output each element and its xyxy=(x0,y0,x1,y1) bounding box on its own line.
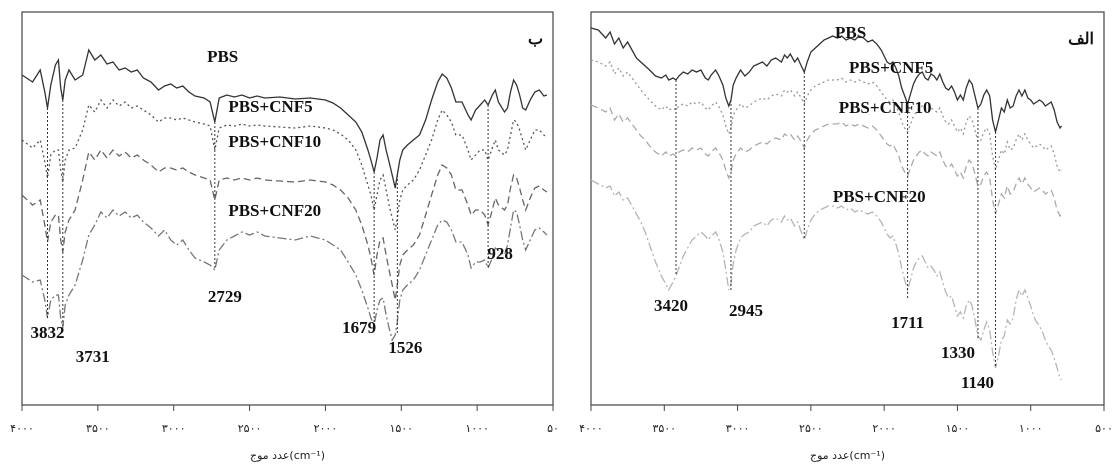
x-tick-label: ۴۰۰۰ xyxy=(10,422,34,435)
x-tick-label: ۳۵۰۰ xyxy=(652,422,676,435)
x-tick-label: ۴۰۰۰ xyxy=(579,422,603,435)
peak-label: 1679 xyxy=(342,318,376,337)
series-label: PBS xyxy=(835,23,866,42)
x-tick-label: ۱۰۰۰ xyxy=(1019,422,1043,435)
panel-2: ۴۰۰۰ ۳۵۰۰ ۳۰۰۰ ۲۵۰۰ ۲۰۰۰ ۱۵۰۰ ۱۰۰۰ ۵۰۰ عدد موج(c… xyxy=(579,11,1113,462)
x-tick-label: ۱۰۰۰ xyxy=(465,422,489,435)
panel-1: ۴۰۰۰ ۳۵۰۰ ۳۰۰۰ ۲۵۰۰ ۲۰۰۰ ۱۵۰۰ ۱۰۰۰ ۵۰ عدد موج(cm… xyxy=(10,11,559,462)
peak-label: 1711 xyxy=(891,313,924,332)
plot-frame xyxy=(590,11,1105,406)
series-label: PBS+CNF5 xyxy=(849,58,933,77)
series-label: PBS+CNF10 xyxy=(839,98,932,117)
x-tick-label: ۵۰۰ xyxy=(1095,422,1113,435)
x-tick-label: ۲۰۰۰ xyxy=(872,422,896,435)
series-line-4 xyxy=(590,179,1063,381)
panel-label: الف xyxy=(1068,31,1094,48)
peak-label: 3731 xyxy=(76,347,110,366)
plot-frame xyxy=(21,11,554,406)
series-line-3 xyxy=(21,148,548,301)
series-line-4 xyxy=(21,208,548,342)
series-label: PBS+CNF5 xyxy=(228,97,312,116)
peak-label: 3832 xyxy=(30,323,64,342)
x-tick-label: ۲۰۰۰ xyxy=(314,422,338,435)
peak-label: 3420 xyxy=(654,296,688,315)
peak-label: 2945 xyxy=(729,301,763,320)
series-line-1 xyxy=(590,27,1063,133)
x-axis-label: عدد موج(cm⁻¹) xyxy=(250,449,325,462)
peak-label: 1330 xyxy=(941,343,975,362)
x-tick-label: ۲۵۰۰ xyxy=(799,422,823,435)
series-label: PBS+CNF10 xyxy=(228,132,321,151)
series-line-2 xyxy=(590,59,1063,174)
series-line-3 xyxy=(590,104,1063,218)
peak-label: 928 xyxy=(487,244,513,263)
peak-label: 1526 xyxy=(388,338,422,357)
series-label: PBS+CNF20 xyxy=(833,187,926,206)
x-tick-label: ۳۰۰۰ xyxy=(726,422,750,435)
series-label: PBS+CNF20 xyxy=(228,201,321,220)
x-tick-label: ۲۵۰۰ xyxy=(238,422,262,435)
series-line-2 xyxy=(21,98,548,231)
series-label: PBS xyxy=(207,47,238,66)
x-tick-label: ۳۰۰۰ xyxy=(162,422,186,435)
series-line-1 xyxy=(21,48,548,189)
peak-label: 2729 xyxy=(208,287,242,306)
x-tick-label: ۱۵۰۰ xyxy=(389,422,413,435)
x-tick-label: ۵۰ xyxy=(547,422,559,435)
x-axis-label: عدد موج(cm⁻¹) xyxy=(810,449,885,462)
panel-label: ب xyxy=(528,31,543,48)
x-tick-label: ۱۵۰۰ xyxy=(946,422,970,435)
x-tick-label: ۳۵۰۰ xyxy=(86,422,110,435)
peak-label: 1140 xyxy=(961,373,994,392)
